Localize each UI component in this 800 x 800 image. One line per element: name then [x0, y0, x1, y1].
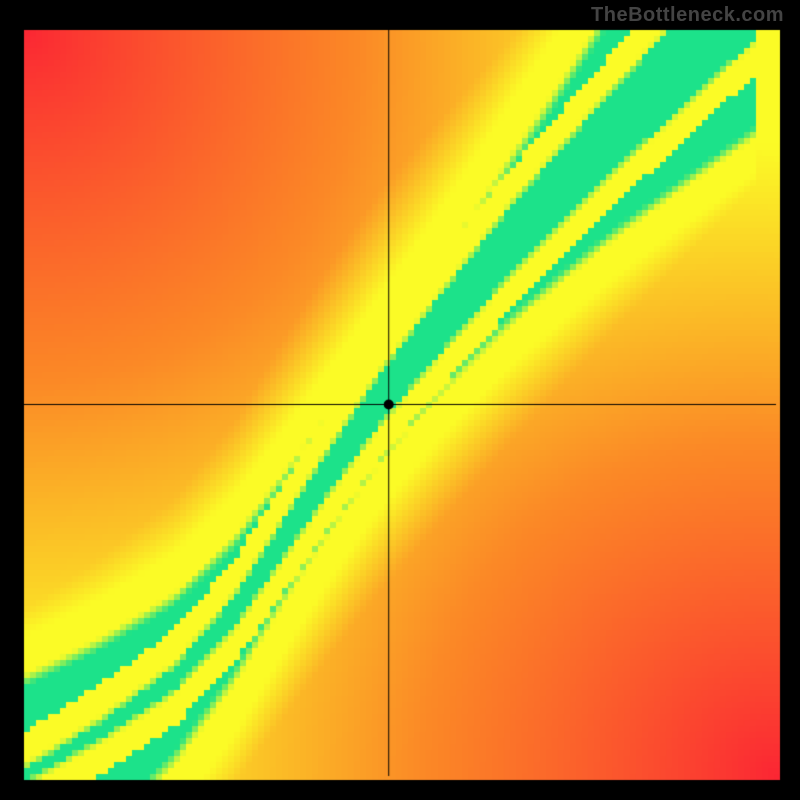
- watermark-text: TheBottleneck.com: [591, 4, 784, 27]
- figure-root: TheBottleneck.com: [0, 0, 800, 800]
- bottleneck-heatmap-canvas: [0, 0, 800, 800]
